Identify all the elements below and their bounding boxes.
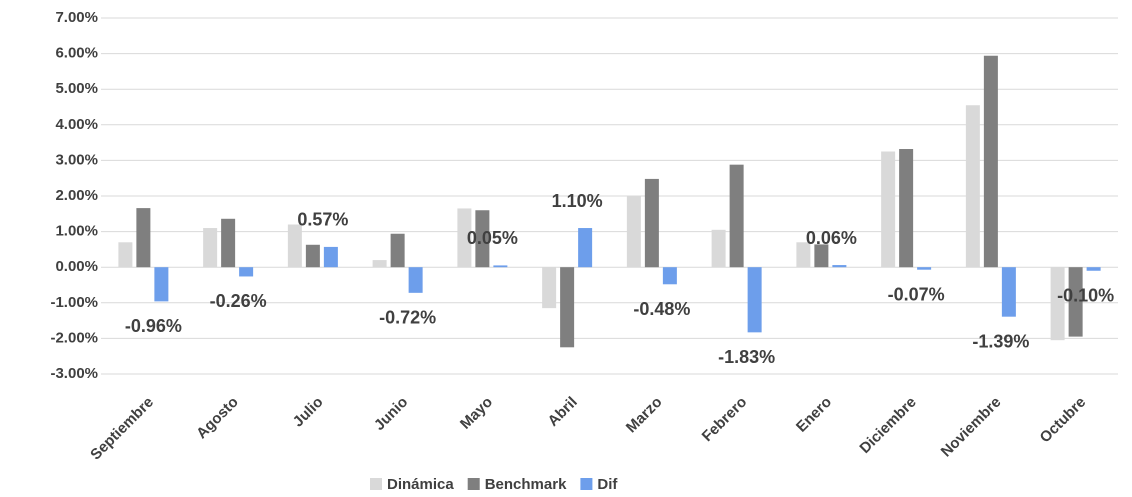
data-label: -1.39% — [972, 331, 1029, 351]
bar — [796, 242, 811, 268]
data-label: 0.57% — [297, 210, 348, 230]
bar — [287, 224, 302, 268]
bar — [578, 228, 593, 268]
y-tick-label: -2.00% — [50, 329, 98, 346]
legend-label: Benchmark — [485, 476, 567, 493]
legend-label: Dif — [597, 476, 618, 493]
data-label: -0.07% — [888, 284, 945, 304]
bar — [1001, 267, 1016, 317]
legend-swatch — [467, 478, 480, 490]
bar — [239, 267, 254, 277]
x-tick-label: Noviembre — [938, 394, 1005, 461]
y-tick-label: 0.00% — [55, 258, 98, 275]
x-tick-label: Octubre — [1037, 394, 1090, 447]
x-tick-label: Agosto — [193, 394, 242, 443]
data-label: -0.72% — [379, 308, 436, 328]
x-tick-label: Diciembre — [856, 394, 919, 457]
bar — [118, 242, 133, 268]
data-label: -0.10% — [1057, 286, 1114, 306]
x-tick-label: Mayo — [457, 394, 496, 433]
y-tick-label: 6.00% — [55, 45, 98, 62]
bar — [644, 178, 659, 268]
bar — [626, 196, 641, 268]
bar — [965, 105, 980, 268]
bar — [560, 267, 575, 348]
bar — [323, 246, 338, 268]
y-tick-label: 7.00% — [55, 9, 98, 26]
bar — [814, 244, 829, 268]
data-label: -0.26% — [210, 291, 267, 311]
x-tick-label: Junio — [371, 394, 411, 434]
y-tick-label: 2.00% — [55, 187, 98, 204]
legend-swatch — [370, 478, 382, 490]
bar — [136, 208, 151, 268]
bar — [408, 267, 423, 293]
bar — [203, 228, 218, 268]
bar — [221, 218, 236, 268]
bar — [542, 267, 557, 309]
data-label: 0.06% — [806, 228, 857, 248]
x-tick-label: Septiembre — [87, 394, 157, 464]
bar — [729, 164, 744, 268]
bar — [475, 210, 490, 268]
bar — [493, 265, 508, 268]
data-label: 1.10% — [552, 191, 603, 211]
data-label: -0.48% — [633, 299, 690, 319]
bar — [457, 208, 472, 268]
x-tick-label: Marzo — [623, 394, 666, 437]
bar — [1086, 267, 1101, 271]
y-tick-label: -1.00% — [50, 294, 98, 311]
y-tick-label: 3.00% — [55, 151, 98, 168]
bar — [899, 149, 914, 268]
bar — [305, 244, 320, 268]
x-tick-label: Febrero — [699, 394, 751, 446]
bar — [881, 151, 896, 268]
bar — [917, 267, 932, 270]
y-tick-label: 4.00% — [55, 116, 98, 133]
x-tick-label: Abril — [545, 394, 581, 430]
y-tick-label: 5.00% — [55, 80, 98, 97]
legend-swatch — [580, 478, 593, 490]
bar — [983, 55, 998, 268]
legend-label: Dinámica — [387, 476, 454, 493]
bar — [372, 260, 387, 268]
y-tick-label: 1.00% — [55, 223, 98, 240]
x-tick-label: Enero — [793, 394, 835, 436]
bar — [1050, 267, 1065, 341]
data-label: -0.96% — [125, 316, 182, 336]
y-tick-label: -3.00% — [50, 365, 98, 382]
bar — [832, 265, 847, 268]
bar — [154, 267, 169, 302]
bar — [1068, 267, 1083, 337]
data-label: 0.05% — [467, 228, 518, 248]
x-tick-label: Julio — [290, 394, 327, 431]
bar — [662, 267, 677, 285]
bar — [747, 267, 762, 333]
data-label: -1.83% — [718, 347, 775, 367]
bar — [711, 229, 726, 268]
bar — [390, 233, 405, 268]
